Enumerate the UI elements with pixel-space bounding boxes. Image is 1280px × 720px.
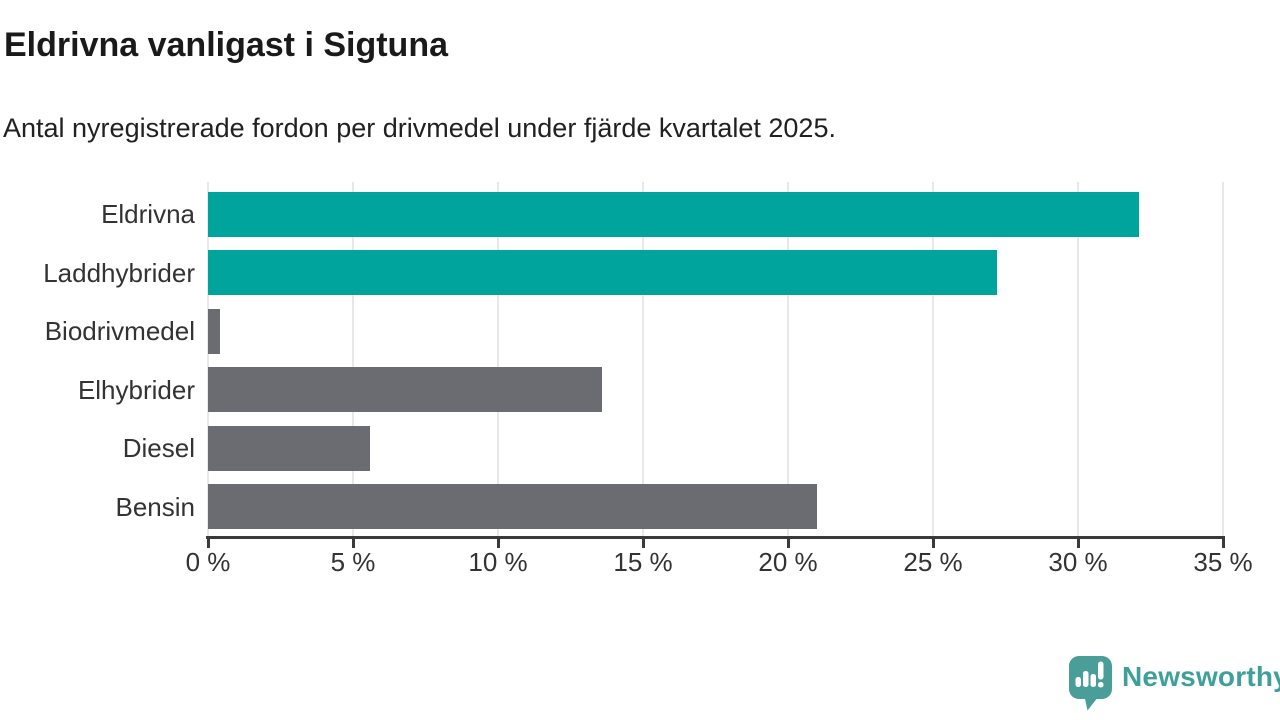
x-axis-tick-10 xyxy=(496,538,500,548)
x-axis-tick-30 xyxy=(1076,538,1080,548)
x-tick-label-35: 35 % xyxy=(1193,547,1253,577)
category-label-bensin: Bensin xyxy=(115,491,196,522)
bar-bensin xyxy=(208,484,817,530)
gridline-10 xyxy=(497,182,499,536)
logo-bar-3 xyxy=(1090,674,1096,687)
bar-eldrivna xyxy=(208,191,1139,237)
category-label-laddhybrider: Laddhybrider xyxy=(43,257,195,288)
gridline-15 xyxy=(642,182,644,536)
x-axis-tick-25 xyxy=(931,538,935,548)
bar-biodrivmedel xyxy=(208,308,220,354)
x-tick-label-30: 30 % xyxy=(1048,547,1108,577)
category-labels: Eldrivna Laddhybrider Biodrivmedel Elhybrid… xyxy=(0,185,195,536)
x-axis-tick-15 xyxy=(641,538,645,548)
page-title: Eldrivna vanligast i Sigtuna xyxy=(4,26,448,64)
category-label-elhybrider: Elhybrider xyxy=(77,374,195,405)
x-axis-tick-35 xyxy=(1221,538,1225,548)
newsworthy-logo-icon xyxy=(1069,656,1112,711)
bar-elhybrider xyxy=(208,367,603,413)
gridline-35 xyxy=(1222,182,1224,536)
plot-area: 0 % 5 % 10 % 15 % 20 % 25 % 30 % 35 % xyxy=(186,182,1253,577)
bar-laddhybrider xyxy=(208,250,997,296)
x-axis-line xyxy=(206,536,1225,539)
x-axis-tick-5 xyxy=(351,538,355,548)
gridline-30 xyxy=(1077,182,1079,536)
logo-bar-2 xyxy=(1083,671,1089,687)
gridline-0 xyxy=(207,182,209,536)
gridline-5 xyxy=(352,182,354,536)
logo-bar-1 xyxy=(1075,677,1081,687)
x-axis-tick-20 xyxy=(786,538,790,548)
category-label-eldrivna: Eldrivna xyxy=(101,199,195,229)
brand-footer: Newsworthy xyxy=(1068,655,1280,712)
gridline-20 xyxy=(787,182,789,536)
x-tick-label-15: 15 % xyxy=(613,547,673,577)
x-tick-label-25: 25 % xyxy=(903,547,963,577)
x-tick-label-10: 10 % xyxy=(468,547,528,577)
category-label-biodrivmedel: Biodrivmedel xyxy=(44,316,195,346)
logo-exclamation-bar xyxy=(1098,661,1104,680)
x-axis-tick-0 xyxy=(206,538,210,548)
category-label-diesel: Diesel xyxy=(122,433,195,463)
brand-wordmark: Newsworthy xyxy=(1122,661,1280,692)
x-tick-label-20: 20 % xyxy=(758,547,818,577)
bar-diesel xyxy=(208,425,371,471)
x-tick-label-5: 5 % xyxy=(330,547,376,577)
logo-exclamation-dot xyxy=(1098,682,1104,688)
gridline-25 xyxy=(932,182,934,536)
page-subtitle: Antal nyregistrerade fordon per drivmede… xyxy=(3,113,836,143)
x-tick-label-0: 0 % xyxy=(185,547,231,577)
